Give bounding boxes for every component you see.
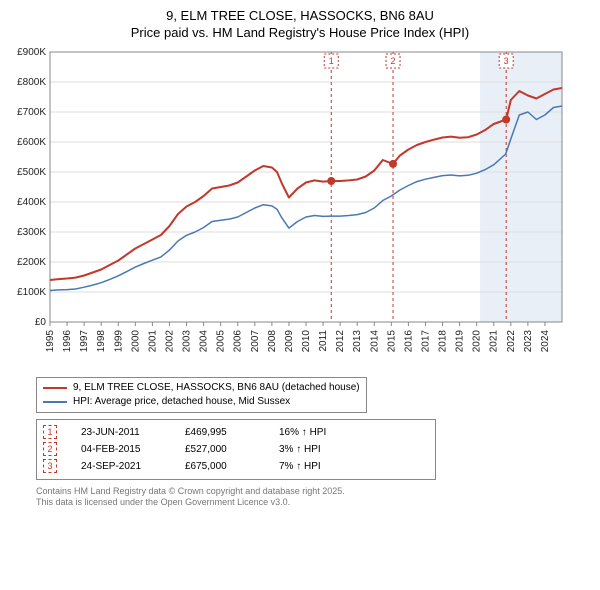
sale-diff: 7% ↑ HPI bbox=[279, 458, 321, 475]
svg-text:2010: 2010 bbox=[301, 329, 312, 352]
svg-text:2006: 2006 bbox=[233, 329, 244, 352]
line-chart: £0 £100K £200K £300K £400K £500K £600K £700K £80… bbox=[8, 46, 568, 366]
svg-text:2020: 2020 bbox=[472, 329, 483, 352]
sale-marker: 1 bbox=[43, 425, 57, 439]
svg-text:2015: 2015 bbox=[386, 329, 397, 352]
sale-row: 1 23-JUN-2011 £469,995 16% ↑ HPI bbox=[43, 424, 429, 441]
footer-line1: Contains HM Land Registry data © Crown c… bbox=[36, 486, 592, 498]
legend-swatch bbox=[43, 387, 67, 389]
svg-text:2008: 2008 bbox=[267, 329, 278, 352]
sale-diff: 3% ↑ HPI bbox=[279, 441, 321, 458]
svg-text:£100K: £100K bbox=[17, 287, 46, 298]
svg-text:2004: 2004 bbox=[199, 329, 210, 352]
legend: 9, ELM TREE CLOSE, HASSOCKS, BN6 8AU (de… bbox=[36, 377, 367, 413]
svg-text:1995: 1995 bbox=[45, 329, 56, 352]
svg-text:2017: 2017 bbox=[420, 329, 431, 352]
svg-text:£600K: £600K bbox=[17, 137, 46, 148]
svg-text:2012: 2012 bbox=[335, 329, 346, 352]
sale-date: 24-SEP-2021 bbox=[81, 458, 161, 475]
svg-text:2009: 2009 bbox=[284, 329, 295, 352]
chart-title: 9, ELM TREE CLOSE, HASSOCKS, BN6 8AU Pri… bbox=[8, 8, 592, 42]
svg-text:2013: 2013 bbox=[352, 329, 363, 352]
sale-price: £675,000 bbox=[185, 458, 255, 475]
footer-attribution: Contains HM Land Registry data © Crown c… bbox=[36, 486, 592, 509]
svg-text:2: 2 bbox=[391, 56, 396, 66]
svg-text:2003: 2003 bbox=[182, 329, 193, 352]
title-line2: Price paid vs. HM Land Registry's House … bbox=[8, 25, 592, 42]
sale-row: 3 24-SEP-2021 £675,000 7% ↑ HPI bbox=[43, 458, 429, 475]
svg-text:2001: 2001 bbox=[147, 329, 158, 352]
svg-text:1997: 1997 bbox=[79, 329, 90, 352]
legend-label: 9, ELM TREE CLOSE, HASSOCKS, BN6 8AU (de… bbox=[73, 381, 360, 395]
sale-price: £469,995 bbox=[185, 424, 255, 441]
legend-swatch bbox=[43, 401, 67, 403]
svg-text:£800K: £800K bbox=[17, 77, 46, 88]
svg-text:£0: £0 bbox=[35, 317, 47, 328]
svg-text:2014: 2014 bbox=[369, 329, 380, 352]
svg-text:£900K: £900K bbox=[17, 47, 46, 58]
svg-text:2023: 2023 bbox=[523, 329, 534, 352]
svg-text:2011: 2011 bbox=[318, 329, 329, 351]
legend-item: HPI: Average price, detached house, Mid … bbox=[43, 395, 360, 409]
svg-text:2002: 2002 bbox=[164, 329, 175, 352]
svg-text:1996: 1996 bbox=[62, 329, 73, 352]
svg-text:2018: 2018 bbox=[438, 329, 449, 352]
sale-price: £527,000 bbox=[185, 441, 255, 458]
chart-area: £0 £100K £200K £300K £400K £500K £600K £700K £80… bbox=[8, 46, 592, 371]
svg-text:£500K: £500K bbox=[17, 167, 46, 178]
footer-line2: This data is licensed under the Open Gov… bbox=[36, 497, 592, 509]
svg-text:2000: 2000 bbox=[130, 329, 141, 352]
svg-text:2005: 2005 bbox=[216, 329, 227, 352]
svg-text:£200K: £200K bbox=[17, 257, 46, 268]
sale-marker: 2 bbox=[43, 442, 57, 456]
sale-diff: 16% ↑ HPI bbox=[279, 424, 326, 441]
svg-text:£700K: £700K bbox=[17, 107, 46, 118]
svg-text:2024: 2024 bbox=[540, 329, 551, 352]
svg-text:£300K: £300K bbox=[17, 227, 46, 238]
svg-text:2019: 2019 bbox=[455, 329, 466, 352]
svg-text:1998: 1998 bbox=[96, 329, 107, 352]
sale-marker: 3 bbox=[43, 459, 57, 473]
sale-row: 2 04-FEB-2015 £527,000 3% ↑ HPI bbox=[43, 441, 429, 458]
sales-table: 1 23-JUN-2011 £469,995 16% ↑ HPI 2 04-FEB-201… bbox=[36, 419, 436, 480]
svg-text:2022: 2022 bbox=[506, 329, 517, 352]
svg-text:2021: 2021 bbox=[489, 329, 500, 352]
svg-text:£400K: £400K bbox=[17, 197, 46, 208]
svg-text:1999: 1999 bbox=[113, 329, 124, 352]
legend-item: 9, ELM TREE CLOSE, HASSOCKS, BN6 8AU (de… bbox=[43, 381, 360, 395]
svg-text:1: 1 bbox=[329, 56, 334, 66]
sale-date: 23-JUN-2011 bbox=[81, 424, 161, 441]
sale-date: 04-FEB-2015 bbox=[81, 441, 161, 458]
svg-text:2016: 2016 bbox=[403, 329, 414, 352]
title-line1: 9, ELM TREE CLOSE, HASSOCKS, BN6 8AU bbox=[8, 8, 592, 25]
legend-label: HPI: Average price, detached house, Mid … bbox=[73, 395, 290, 409]
svg-text:3: 3 bbox=[504, 56, 509, 66]
svg-text:2007: 2007 bbox=[250, 329, 261, 352]
